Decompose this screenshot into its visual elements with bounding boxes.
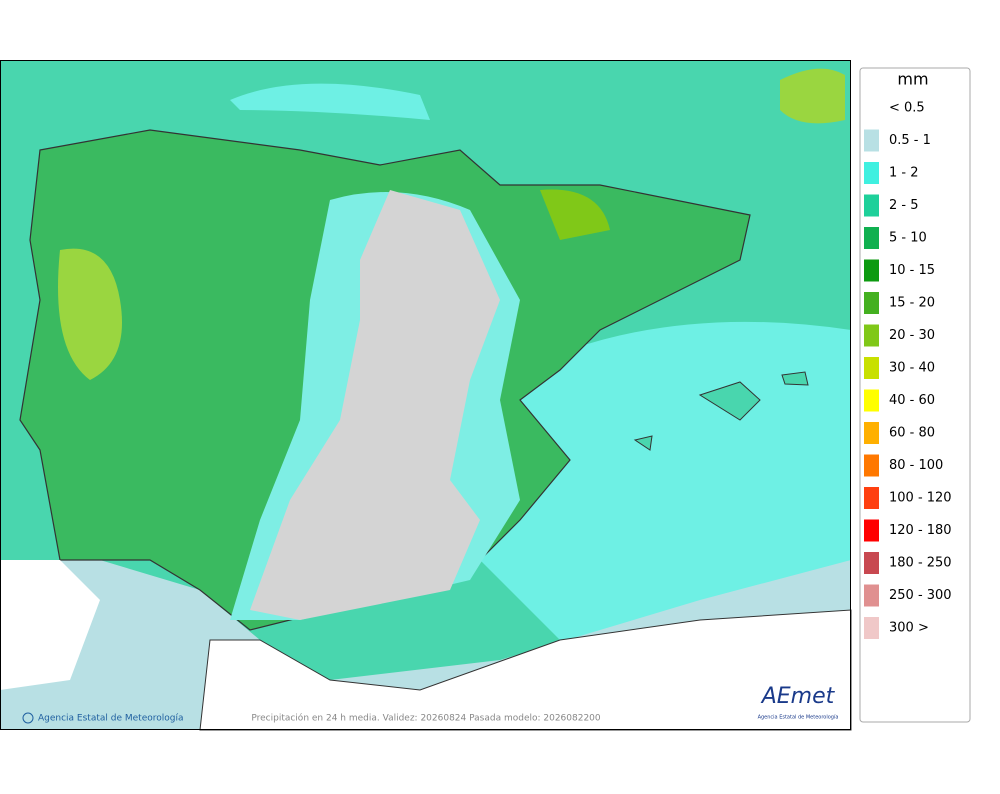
logo: AEmet [760,684,836,709]
legend-swatch [864,357,879,379]
rain-area-west [58,248,122,380]
map-frame [0,60,851,730]
legend-swatch [864,487,879,509]
legend-label: 300 > [889,621,929,636]
legend-swatch [864,552,879,574]
legend-box [859,67,971,723]
legend-label: 60 - 80 [889,426,935,441]
legend-label: 20 - 30 [889,328,935,343]
open-sea-dry [0,560,100,690]
logo-subtitle: Agencia Estatal de Meteorología [758,714,839,721]
logo-box [755,680,841,724]
rain-area-france [780,68,845,124]
sea-band [230,83,430,120]
ibiza [633,435,653,451]
legend: < 0.5 0.5 - 1 1 - 2 2 - 5 5 - 10 10 - 15 15 - … [864,97,952,639]
legend-swatch [864,584,879,607]
legend-swatch [864,454,879,477]
legend-swatch [864,259,879,282]
legend-swatch [864,292,879,314]
legend-label: 30 - 40 [889,361,935,376]
legend-swatch [864,617,879,639]
caption: Precipitación en 24 h media. Validez: 20… [251,713,601,724]
legend-label: 80 - 100 [889,458,943,473]
legend-swatch [864,389,879,412]
legend-label: 250 - 300 [889,588,952,603]
legend-label: 0.5 - 1 [889,133,931,148]
legend-label: 40 - 60 [889,393,935,408]
legend-swatch [864,422,879,444]
legend-swatch [864,519,879,542]
legend-label: 100 - 120 [889,491,952,506]
legend-title: mm [897,70,928,89]
legend-swatch [864,129,879,152]
dry-area [250,190,500,620]
legend-swatch [864,324,879,347]
legend-swatch [864,194,879,217]
legend-swatch [864,162,879,184]
legend-label: 1 - 2 [889,166,919,181]
legend-label: 10 - 15 [889,263,935,278]
legend-label: 2 - 5 [889,198,919,213]
legend-label: 180 - 250 [889,556,952,571]
menorca [781,371,809,386]
credit: Agencia Estatal de Meteorología [38,714,184,724]
legend-swatch [864,227,879,249]
copyright-icon [22,712,34,724]
legend-label: 15 - 20 [889,296,935,311]
legend-label: 5 - 10 [889,231,927,246]
legend-label: 120 - 180 [889,523,952,538]
map [0,60,852,731]
legend-label: < 0.5 [889,101,925,116]
rain-area-north [540,189,610,240]
mallorca [698,381,761,421]
legend-swatch [864,97,879,119]
